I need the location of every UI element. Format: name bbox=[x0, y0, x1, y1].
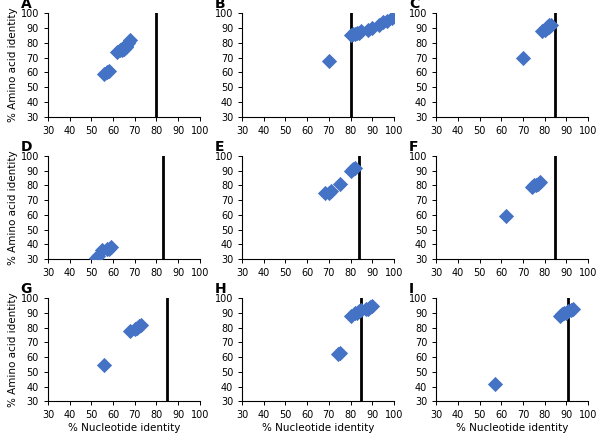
Point bbox=[566, 306, 575, 314]
Text: F: F bbox=[409, 140, 419, 154]
Point bbox=[542, 23, 551, 30]
Point bbox=[559, 310, 569, 317]
Point bbox=[324, 57, 334, 64]
Text: G: G bbox=[20, 282, 32, 296]
Point bbox=[568, 305, 578, 312]
Point bbox=[117, 47, 127, 54]
Point bbox=[346, 167, 355, 174]
Point bbox=[115, 47, 124, 54]
Point bbox=[113, 48, 122, 55]
Point bbox=[490, 380, 500, 387]
Text: H: H bbox=[215, 282, 226, 296]
Point bbox=[361, 305, 370, 312]
Point bbox=[326, 188, 336, 195]
Point bbox=[117, 45, 127, 52]
Point bbox=[387, 14, 397, 21]
Text: B: B bbox=[215, 0, 226, 11]
Text: C: C bbox=[409, 0, 419, 11]
Point bbox=[125, 327, 135, 334]
Point bbox=[119, 44, 128, 51]
Point bbox=[130, 326, 139, 333]
Point bbox=[333, 351, 343, 358]
Point bbox=[555, 312, 565, 319]
X-axis label: % Nucleotide identity: % Nucleotide identity bbox=[456, 423, 568, 433]
Point bbox=[542, 25, 551, 32]
X-axis label: % Nucleotide identity: % Nucleotide identity bbox=[262, 423, 374, 433]
Text: A: A bbox=[20, 0, 31, 11]
Point bbox=[557, 311, 567, 318]
Point bbox=[102, 69, 112, 76]
Point bbox=[350, 30, 359, 37]
Point bbox=[363, 305, 373, 312]
Point bbox=[352, 310, 362, 317]
Point bbox=[529, 182, 539, 189]
Point bbox=[383, 17, 392, 25]
Point bbox=[136, 321, 146, 328]
Point bbox=[547, 21, 556, 29]
Point bbox=[374, 21, 383, 29]
Point bbox=[356, 28, 366, 35]
Point bbox=[378, 19, 388, 26]
Point bbox=[350, 310, 359, 317]
X-axis label: % Nucleotide identity: % Nucleotide identity bbox=[68, 423, 180, 433]
Point bbox=[533, 180, 543, 187]
Point bbox=[365, 303, 375, 310]
Point bbox=[501, 213, 511, 220]
Point bbox=[121, 42, 131, 50]
Point bbox=[346, 312, 355, 319]
Point bbox=[527, 183, 536, 190]
Point bbox=[518, 54, 528, 61]
Point bbox=[324, 189, 334, 196]
Point bbox=[562, 310, 571, 317]
Point bbox=[100, 70, 109, 78]
Y-axis label: % Amino acid identity: % Amino acid identity bbox=[8, 8, 18, 122]
Y-axis label: % Amino acid identity: % Amino acid identity bbox=[8, 293, 18, 407]
Point bbox=[540, 26, 550, 33]
Point bbox=[335, 180, 344, 187]
Point bbox=[335, 349, 344, 356]
Point bbox=[350, 164, 359, 171]
Point bbox=[355, 29, 364, 36]
Point bbox=[346, 32, 355, 39]
Point bbox=[544, 23, 554, 30]
Point bbox=[544, 21, 554, 29]
Point bbox=[93, 252, 103, 260]
Point bbox=[348, 165, 358, 173]
Point bbox=[356, 306, 366, 314]
Point bbox=[320, 189, 329, 196]
Y-axis label: % Amino acid identity: % Amino acid identity bbox=[8, 150, 18, 265]
Point bbox=[119, 45, 128, 52]
Text: D: D bbox=[20, 140, 32, 154]
Point bbox=[355, 308, 364, 315]
Point bbox=[97, 247, 107, 254]
Point bbox=[104, 67, 113, 74]
Point bbox=[536, 179, 545, 186]
Point bbox=[348, 30, 358, 37]
Point bbox=[125, 36, 135, 43]
Text: E: E bbox=[215, 140, 224, 154]
Point bbox=[363, 26, 373, 33]
Point bbox=[367, 302, 377, 309]
Point bbox=[367, 25, 377, 32]
Point bbox=[124, 39, 133, 46]
Point bbox=[91, 254, 100, 261]
Point bbox=[104, 245, 113, 252]
Point bbox=[100, 361, 109, 368]
Text: I: I bbox=[409, 282, 414, 296]
Point bbox=[106, 244, 116, 251]
Point bbox=[121, 44, 131, 51]
Point bbox=[538, 28, 547, 35]
Point bbox=[134, 322, 144, 330]
Point bbox=[102, 245, 112, 252]
Point bbox=[563, 308, 573, 315]
Point bbox=[132, 324, 142, 331]
Point bbox=[352, 29, 362, 36]
Point bbox=[531, 182, 541, 189]
